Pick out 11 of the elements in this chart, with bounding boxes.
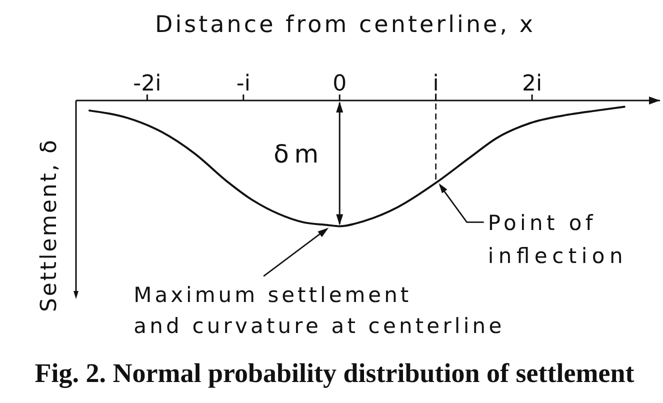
x-tick-label: 2i [522, 72, 542, 96]
text: Maximum settlement and curvature at centerline [134, 283, 502, 338]
x-tick-label: -2i [133, 72, 162, 96]
x-tick-label: i [432, 72, 439, 96]
caption: Fig. 2. Normal probability distribution of settlement [34, 358, 634, 388]
annotation: δ m [274, 139, 319, 168]
annotation: Point of inflection [488, 211, 623, 268]
x-tick-label: 0 [332, 72, 347, 96]
x-tick-label: -i [236, 72, 250, 96]
x-axis-title: Distance from centerline, x [155, 12, 533, 38]
y-axis-title: Settlement, δ [37, 140, 62, 312]
